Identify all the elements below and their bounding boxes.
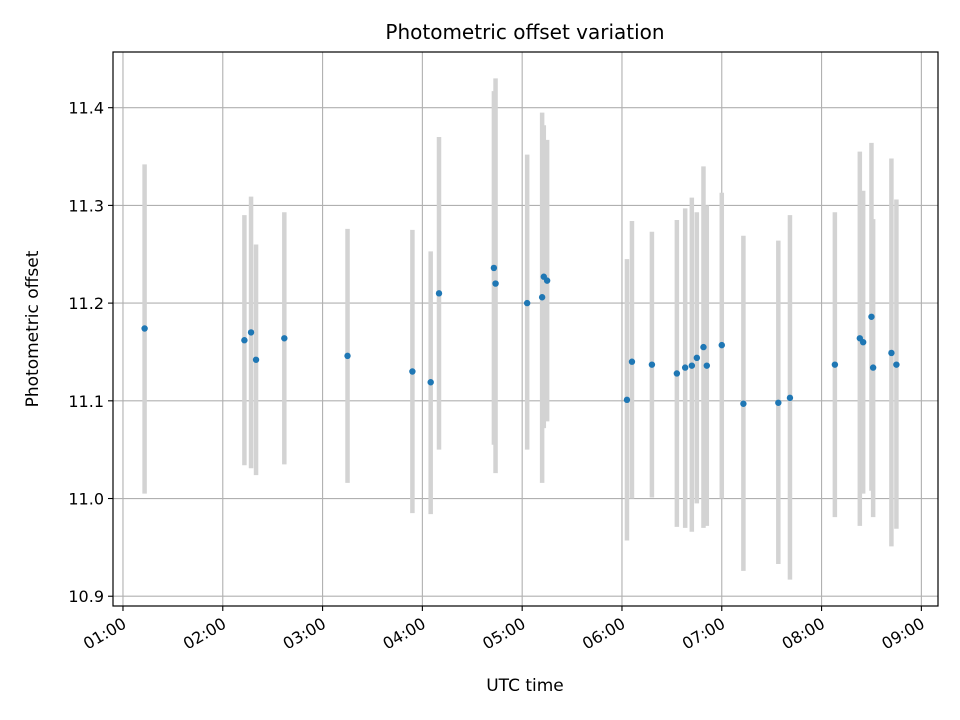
data-point (673, 370, 681, 377)
data-point (141, 325, 148, 332)
data-point (859, 338, 867, 346)
data-point (700, 343, 707, 351)
data-point (775, 399, 782, 406)
data-point (538, 294, 546, 301)
data-point (490, 264, 498, 272)
y-tick-label: 11.2 (68, 294, 104, 313)
data-point (888, 349, 895, 357)
data-point (718, 341, 725, 349)
data-point (628, 358, 636, 365)
data-point (893, 361, 900, 368)
data-point (427, 379, 434, 386)
data-point (648, 361, 656, 368)
y-tick-label: 11.1 (68, 392, 104, 411)
data-point (435, 290, 443, 297)
data-point (869, 364, 877, 371)
y-tick-label: 10.9 (68, 587, 104, 606)
data-point (409, 368, 416, 375)
data-point (868, 313, 875, 320)
data-point (247, 329, 255, 336)
y-axis: 10.9 11.0 11.1 11.2 11.3 11.4 (68, 99, 113, 606)
data-point (281, 335, 288, 342)
data-point (523, 299, 531, 307)
chart-title: Photometric offset variation (385, 20, 664, 44)
data-point (344, 352, 351, 360)
data-point (786, 394, 794, 402)
y-tick-label: 11.3 (68, 196, 104, 215)
data-point (492, 280, 499, 287)
y-tick-label: 11.0 (68, 490, 104, 509)
x-axis-label: UTC time (486, 676, 564, 696)
data-point (693, 354, 701, 362)
data-point (831, 361, 839, 368)
data-point (703, 362, 711, 369)
data-point (681, 364, 689, 371)
data-point (688, 362, 696, 369)
data-point (241, 337, 248, 344)
y-tick-label: 11.4 (68, 99, 104, 118)
y-axis-label: Photometric offset (23, 250, 43, 407)
plot-frame (112, 51, 939, 607)
data-point (543, 277, 551, 284)
data-points (141, 264, 900, 407)
data-point (740, 400, 747, 407)
data-point (252, 356, 260, 363)
data-point (623, 396, 631, 404)
